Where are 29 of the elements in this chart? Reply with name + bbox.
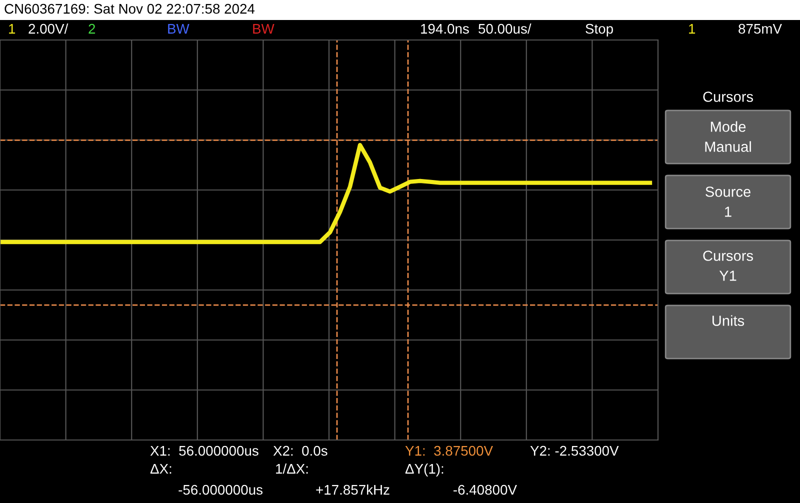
text: 2.00V/ xyxy=(28,24,68,34)
text: ΔX: xyxy=(150,464,172,474)
text: Y1: 3.87500V xyxy=(405,446,493,456)
text: +17.857kHz xyxy=(316,484,390,495)
text: Y1 xyxy=(719,270,736,281)
text: 1 xyxy=(689,24,696,34)
text: 1 xyxy=(9,24,16,34)
text: 194.0ns xyxy=(421,24,469,34)
text: BW xyxy=(253,24,274,34)
text: Stop xyxy=(586,24,613,36)
text: Y2: -2.53300V xyxy=(530,446,619,456)
text: Source xyxy=(706,186,750,197)
text: Cursors xyxy=(703,250,753,261)
text: 1/ΔX: xyxy=(276,464,308,474)
text: Manual xyxy=(705,141,751,152)
text: ΔY(1): xyxy=(405,464,444,476)
text: 50.00us/ xyxy=(478,24,532,34)
text: -6.40800V xyxy=(454,484,517,495)
text: BW xyxy=(168,24,190,34)
text: X2: 0.0s xyxy=(273,446,328,456)
chart-title: CN60367169: Sat Nov 02 22:07:58 2024 xyxy=(4,4,255,14)
text: -56.000000us xyxy=(178,484,263,495)
text: X1: 56.000000us xyxy=(150,446,258,456)
text: 875mV xyxy=(738,24,782,34)
text: 1 xyxy=(725,206,732,217)
text: 2 xyxy=(88,24,96,34)
text: Units xyxy=(712,315,744,326)
text: Cursors xyxy=(703,92,753,102)
text: Mode xyxy=(710,121,746,132)
